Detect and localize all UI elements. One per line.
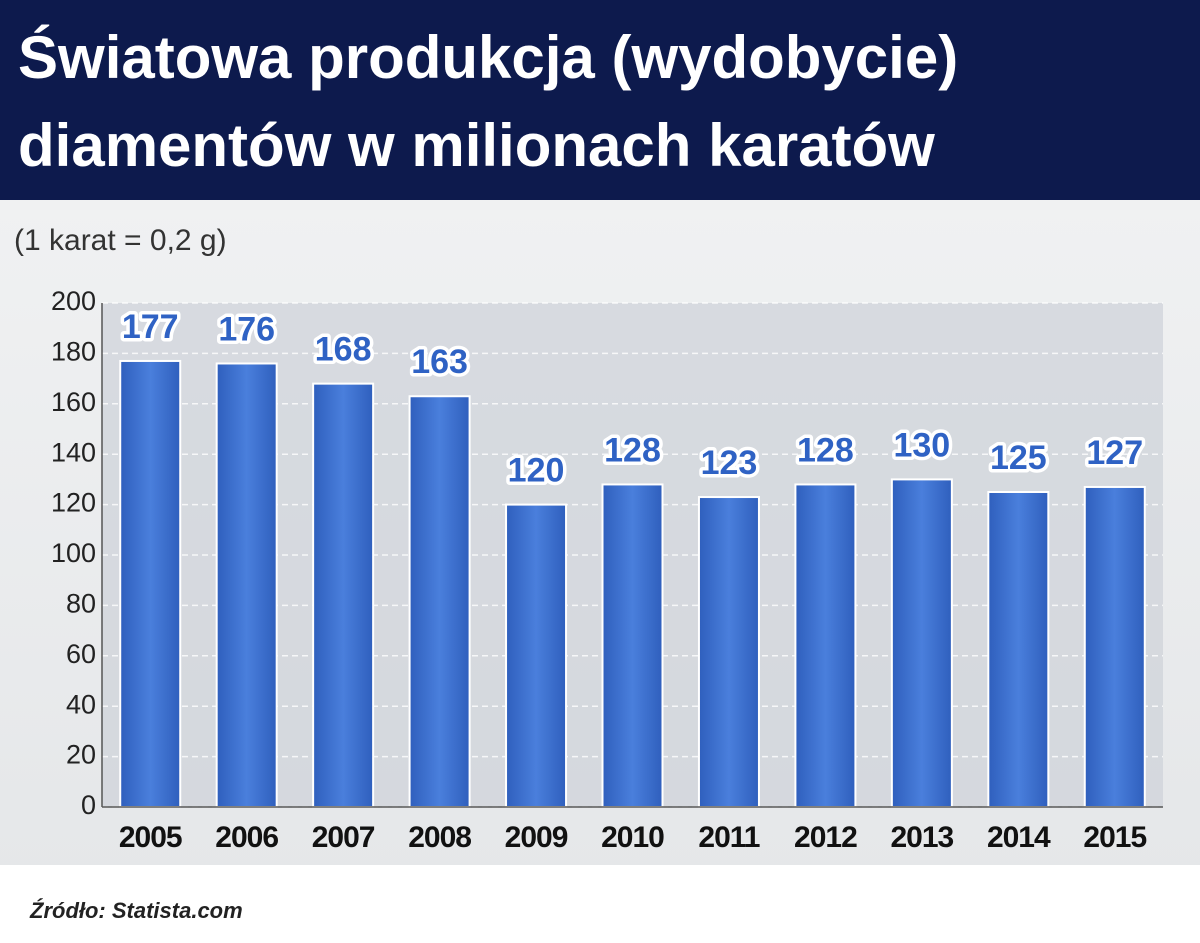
bar xyxy=(697,496,760,808)
data-label: 128 xyxy=(797,431,854,469)
x-tick-label: 2011 xyxy=(698,821,759,854)
chart-title-line-1: Światowa produkcja (wydobycie) xyxy=(18,24,958,91)
bar xyxy=(1083,485,1146,808)
bar xyxy=(890,478,953,808)
bar xyxy=(601,483,664,808)
footer-band xyxy=(0,865,1200,943)
bar xyxy=(408,395,471,808)
y-tick-label: 140 xyxy=(51,437,96,467)
y-tick-label: 0 xyxy=(81,790,96,820)
y-tick-label: 100 xyxy=(51,538,96,568)
data-label: 163 xyxy=(411,343,468,381)
bar xyxy=(505,503,568,808)
x-tick-label: 2006 xyxy=(215,821,278,854)
y-tick-label: 80 xyxy=(66,589,96,619)
y-tick-label: 160 xyxy=(51,387,96,417)
x-tick-label: 2013 xyxy=(890,821,953,854)
x-tick-label: 2014 xyxy=(987,821,1051,854)
bar xyxy=(312,382,375,808)
y-tick-label: 200 xyxy=(51,286,96,316)
source: Źródło: Statista.com xyxy=(29,898,243,923)
x-tick-label: 2007 xyxy=(312,821,375,854)
bar xyxy=(119,359,182,808)
title-band xyxy=(0,0,1200,200)
data-label: 128 xyxy=(604,431,661,469)
data-label: 125 xyxy=(990,439,1047,477)
y-tick-label: 60 xyxy=(66,639,96,669)
x-tick-label: 2010 xyxy=(601,821,664,854)
data-label: 130 xyxy=(893,426,950,464)
y-tick-label: 40 xyxy=(66,689,96,719)
data-label: 177 xyxy=(122,308,179,346)
x-tick-label: 2008 xyxy=(408,821,471,854)
y-tick-label: 120 xyxy=(51,488,96,518)
x-tick-label: 2009 xyxy=(505,821,568,854)
data-label: 168 xyxy=(315,331,372,369)
bar xyxy=(215,362,278,808)
bar xyxy=(794,483,857,808)
y-tick-label: 180 xyxy=(51,337,96,367)
chart-subtitle: (1 karat = 0,2 g) xyxy=(14,224,227,257)
data-label: 176 xyxy=(218,310,275,348)
x-tick-label: 2005 xyxy=(119,821,182,854)
x-tick-label: 2015 xyxy=(1083,821,1146,854)
bar xyxy=(987,491,1050,808)
data-label: 123 xyxy=(701,444,758,482)
chart-title-line-2: diamentów w milionach karatów xyxy=(18,112,935,179)
y-tick-label: 20 xyxy=(66,740,96,770)
x-tick-label: 2012 xyxy=(794,821,857,854)
data-label: 120 xyxy=(508,452,565,490)
data-label: 127 xyxy=(1086,434,1143,472)
